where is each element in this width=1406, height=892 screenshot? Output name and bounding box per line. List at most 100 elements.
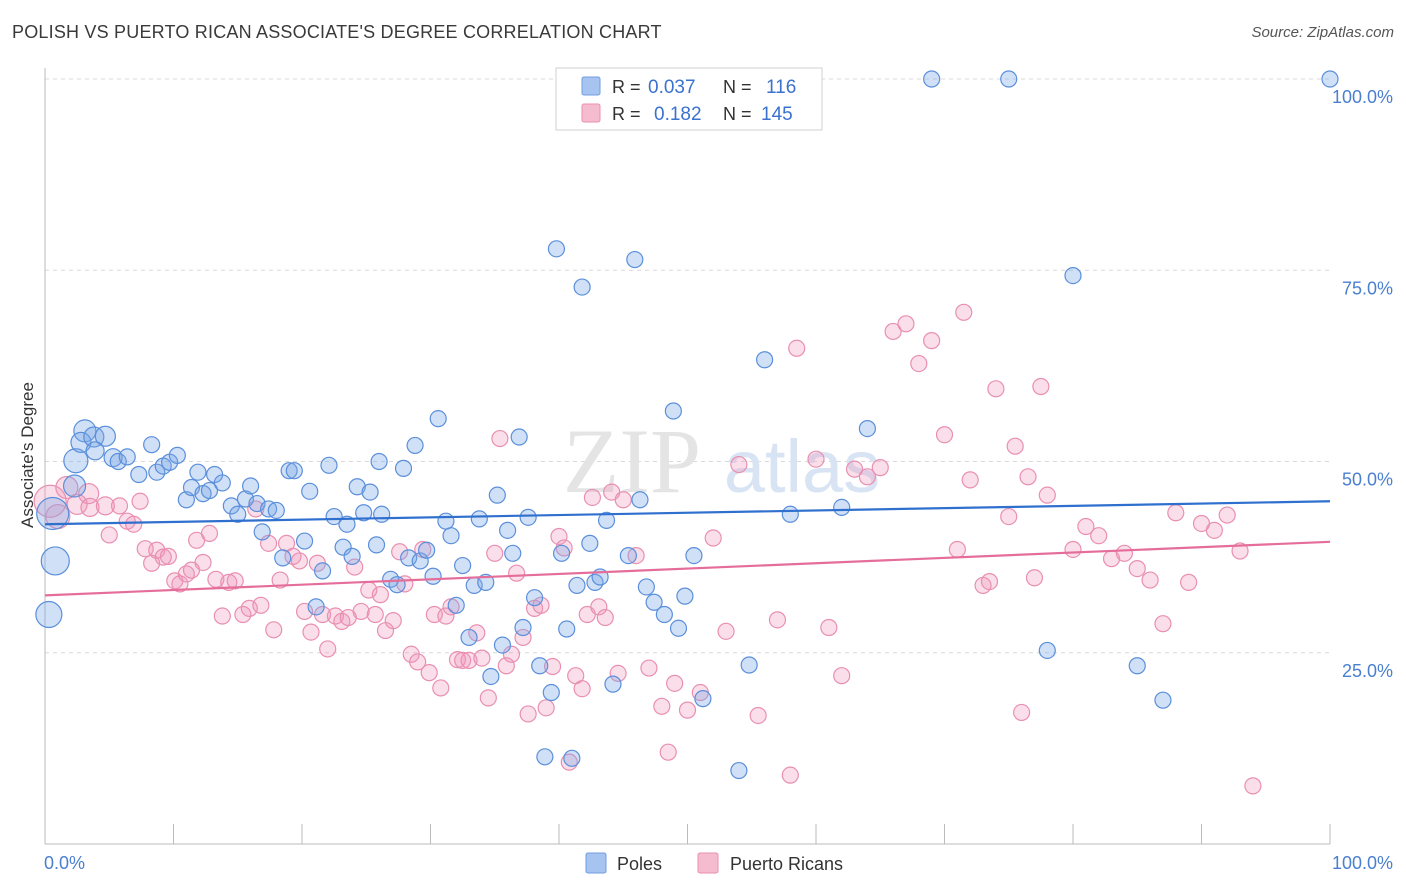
point-puerto-ricans-68 <box>479 689 497 707</box>
point-puerto-ricans-104 <box>781 766 799 784</box>
chart-source: Source: ZipAtlas.com <box>1251 24 1394 41</box>
point-poles-107 <box>1000 70 1018 88</box>
point-puerto-ricans-118 <box>955 303 973 321</box>
point-poles-98 <box>669 619 688 637</box>
point-puerto-ricans-114 <box>910 354 928 373</box>
point-puerto-ricans-111 <box>871 459 889 477</box>
legend-n-value-poles: 116 <box>766 77 796 98</box>
point-poles-112 <box>1321 70 1339 88</box>
point-poles-59 <box>429 410 447 428</box>
point-puerto-ricans-25 <box>213 607 231 625</box>
point-poles-44 <box>338 515 356 533</box>
point-puerto-ricans-28 <box>234 605 252 624</box>
series-poles-points <box>35 70 1339 780</box>
point-puerto-ricans-61 <box>437 607 455 625</box>
point-puerto-ricans-100 <box>717 622 735 640</box>
point-puerto-ricans-138 <box>1167 504 1185 522</box>
point-poles-35 <box>280 462 298 480</box>
point-puerto-ricans-3 <box>66 493 88 515</box>
point-puerto-ricans-56 <box>409 653 427 671</box>
point-poles-25 <box>213 474 231 492</box>
point-poles-8 <box>94 425 116 447</box>
point-puerto-ricans-65 <box>460 651 478 670</box>
point-poles-81 <box>552 544 571 562</box>
point-poles-99 <box>676 587 694 605</box>
point-poles-63 <box>454 556 472 575</box>
point-poles-23 <box>200 481 219 500</box>
point-puerto-ricans-88 <box>596 608 614 627</box>
point-puerto-ricans-127 <box>1025 569 1044 587</box>
legend-r-value-poles: 0.037 <box>648 77 696 98</box>
point-poles-66 <box>470 510 488 528</box>
point-poles-60 <box>437 512 455 530</box>
point-poles-61 <box>442 527 460 545</box>
point-poles-43 <box>334 538 352 556</box>
x-tick-label-max: 100.0% <box>1332 853 1393 873</box>
y-tick-label-3: 100.0% <box>1332 87 1393 107</box>
legend-r-label-pr: R = <box>612 104 641 124</box>
point-poles-73 <box>510 428 528 446</box>
point-poles-55 <box>406 436 424 455</box>
point-poles-38 <box>301 482 319 500</box>
point-poles-90 <box>604 675 622 693</box>
point-poles-18 <box>168 446 186 464</box>
point-puerto-ricans-105 <box>788 339 806 357</box>
point-poles-48 <box>361 483 379 501</box>
point-poles-69 <box>488 486 506 504</box>
point-poles-113 <box>1038 641 1056 660</box>
point-poles-101 <box>694 690 712 708</box>
point-poles-108 <box>858 420 877 438</box>
point-poles-94 <box>637 578 655 596</box>
trend-line-poles <box>44 500 1331 526</box>
point-poles-53 <box>394 459 413 477</box>
point-puerto-ricans-116 <box>935 426 954 444</box>
point-poles-70 <box>493 636 512 654</box>
legend-r-label-poles: R = <box>612 77 641 97</box>
point-puerto-ricans-23 <box>200 524 219 543</box>
point-poles-106 <box>923 70 941 88</box>
point-puerto-ricans-94 <box>653 697 671 715</box>
point-poles-84 <box>568 576 586 595</box>
point-poles-42 <box>325 507 343 526</box>
point-poles-67 <box>477 573 495 591</box>
point-poles-64 <box>460 628 478 647</box>
point-poles-39 <box>307 598 325 616</box>
point-puerto-ricans-18 <box>171 575 189 593</box>
point-poles-91 <box>619 546 637 565</box>
point-puerto-ricans-69 <box>486 544 504 562</box>
point-puerto-ricans-112 <box>884 322 902 341</box>
trend-lines <box>44 500 1331 597</box>
point-poles-57 <box>418 541 436 559</box>
point-poles-56 <box>411 552 429 570</box>
point-puerto-ricans-64 <box>454 651 472 670</box>
point-poles-37 <box>295 532 314 550</box>
point-puerto-ricans-27 <box>226 572 244 590</box>
point-poles-111 <box>1154 691 1172 709</box>
point-puerto-ricans-49 <box>366 605 384 624</box>
point-poles-4 <box>63 448 89 474</box>
x-tick-label-min: 0.0% <box>44 853 85 873</box>
point-puerto-ricans-73 <box>507 564 526 582</box>
point-puerto-ricans-74 <box>514 628 532 647</box>
legend-bottom-swatch-puerto-ricans <box>697 852 719 874</box>
point-puerto-ricans-99 <box>704 529 722 547</box>
point-poles-21 <box>189 463 207 481</box>
point-poles-13 <box>130 465 148 484</box>
point-puerto-ricans-78 <box>537 699 555 717</box>
point-puerto-ricans-22 <box>194 553 212 572</box>
trend-line-puerto-ricans <box>44 540 1331 597</box>
point-poles-93 <box>631 491 649 509</box>
point-puerto-ricans-110 <box>858 468 877 486</box>
point-poles-31 <box>253 523 271 541</box>
point-puerto-ricans-123 <box>1000 507 1018 526</box>
point-poles-74 <box>514 618 532 637</box>
legend-bottom-label-poles: Poles <box>617 854 662 874</box>
point-puerto-ricans-70 <box>491 429 509 448</box>
point-poles-79 <box>542 683 560 702</box>
watermark-zip: ZIP <box>563 410 701 512</box>
point-poles-89 <box>597 511 616 530</box>
point-poles-82 <box>558 620 576 638</box>
point-poles-110 <box>1128 657 1146 675</box>
y-tick-label-2: 75.0% <box>1342 278 1393 298</box>
legend-bottom: Poles Puerto Ricans <box>585 852 843 874</box>
